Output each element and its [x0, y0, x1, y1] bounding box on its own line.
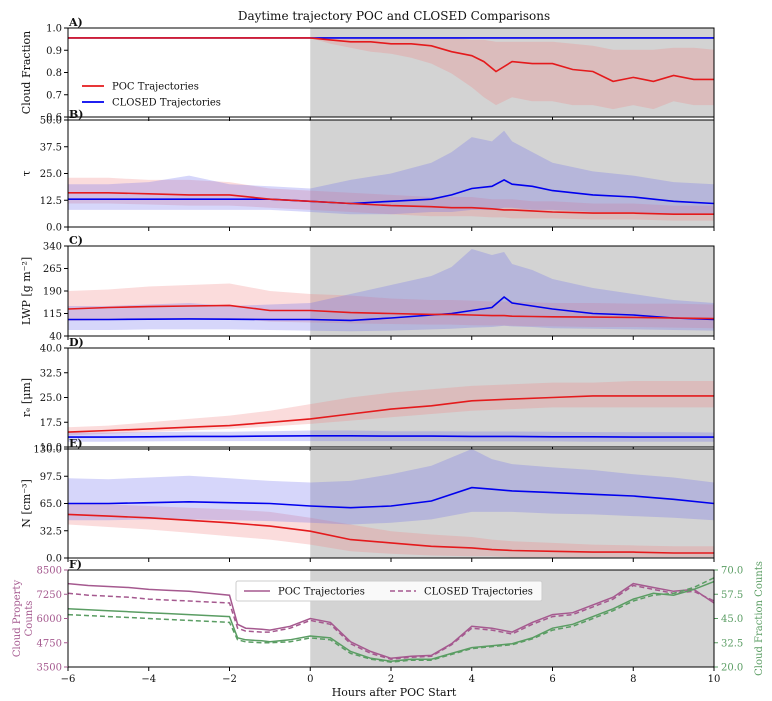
series-line [68, 435, 714, 438]
y-axis-label: LWP [g m⁻²] [20, 257, 33, 325]
series-line [68, 295, 715, 322]
y-tick-label: 8500 [37, 566, 62, 577]
y-tick-label: 1.0 [46, 24, 62, 35]
x-tick-label: −4 [141, 674, 156, 685]
y-tick-label: 25.0 [40, 169, 62, 180]
legend-label-poc: POC Trajectories [112, 82, 199, 93]
y-tick-label: 0.7 [46, 90, 62, 101]
spread-band [68, 177, 714, 221]
series-line [67, 580, 715, 662]
y-tick-label: 4750 [37, 638, 62, 649]
legend-bottom: POC Trajectories CLOSED Trajectories [235, 580, 543, 602]
y-tick-label: 340 [43, 242, 62, 253]
y-tick-label: 97.5 [40, 472, 62, 483]
series-line [67, 395, 714, 433]
legend-top: POC Trajectories CLOSED Trajectories [82, 82, 221, 109]
y-tick-label: 32.5 [40, 368, 62, 379]
y-tick-label: 115 [43, 309, 62, 320]
panel-label: A) [68, 16, 83, 29]
y-tick-label: 12.5 [40, 196, 62, 207]
y-axis-label: N [cm⁻³] [20, 479, 33, 528]
y-tick-label: 0.6 [46, 113, 62, 124]
y-tick-label: 17.5 [40, 418, 62, 429]
y-tick-label-right: 70.0 [721, 566, 743, 577]
post-start-shade [310, 246, 714, 336]
x-tick-label: 0 [307, 674, 313, 685]
panel-label: E) [69, 437, 83, 450]
series-line [67, 584, 715, 660]
series-line [68, 178, 715, 205]
spread-band [68, 130, 714, 215]
legend-label-closed: CLOSED Trajectories [112, 98, 221, 109]
y-tick-label: 190 [43, 287, 62, 298]
post-start-shade [310, 348, 714, 447]
legend-label-poc: POC Trajectories [278, 587, 365, 598]
y-tick-label: 6000 [37, 614, 62, 625]
series-line [67, 513, 714, 554]
panel-label: D) [69, 336, 84, 349]
series-line [68, 192, 714, 215]
panel-b: 0.0 12.5 25.0 37.5 50.0 B) τ [20, 108, 715, 234]
y-tick-label-right: 20.0 [721, 663, 743, 674]
y-tick-label: 3500 [37, 663, 62, 674]
x-tick-label: 6 [549, 674, 555, 685]
y-tick-label: 40.0 [40, 344, 62, 355]
panel-a: 0.6 0.7 0.8 0.9 1.0 A) Cloud Fraction [20, 16, 715, 124]
legend-label-closed: CLOSED Trajectories [424, 587, 533, 598]
panel-e: 0.0 32.5 65.0 97.5 130.0 E) N [cm⁻³] [20, 437, 715, 565]
panel-label: F) [69, 558, 82, 571]
y-tick-label-right: 32.5 [721, 638, 743, 649]
x-tick-label: −2 [222, 674, 237, 685]
y-axis-label: τ [20, 170, 33, 176]
x-axis-label: Hours after POC Start [332, 686, 457, 699]
y-tick-label: 25.0 [40, 393, 62, 404]
panel-label: B) [69, 108, 84, 121]
y-tick-label: 130.0 [33, 445, 62, 456]
spread-band [68, 503, 714, 558]
x-tick-label: −6 [61, 674, 76, 685]
spread-band [68, 449, 714, 525]
y-tick-label: 0.0 [46, 223, 62, 234]
y-tick-label: 65.0 [40, 499, 62, 510]
y-tick-label: 10.0 [40, 443, 62, 454]
y-tick-label-right: 45.0 [721, 614, 743, 625]
y-tick-label: 7250 [37, 590, 62, 601]
y-tick-label: 0.9 [46, 46, 62, 57]
y-tick-label-right: 57.5 [721, 590, 743, 601]
legend-box [235, 580, 543, 602]
post-start-shade [310, 449, 714, 558]
series-line [67, 582, 715, 660]
spread-band [68, 249, 714, 332]
panel-f: 20.0 32.5 45.0 57.5 70.0 Cloud Fraction Count… [12, 558, 765, 685]
y-tick-label: 0.0 [46, 554, 62, 565]
figure-title: Daytime trajectory POC and CLOSED Compar… [238, 9, 550, 23]
y-tick-label: 50.0 [40, 116, 62, 127]
y-tick-label: 265 [43, 264, 62, 275]
panel-d: 10.0 17.5 25.0 32.5 40.0 D) rₑ [μm] [20, 336, 715, 454]
panel-label: C) [69, 234, 83, 247]
y-axis-label: rₑ [μm] [20, 378, 33, 417]
y-axis-label: Cloud PropertyCounts [12, 580, 35, 658]
y-tick-label: 32.5 [40, 526, 62, 537]
x-tick-label: 4 [469, 674, 475, 685]
panels: 0.60.70.80.91.0 A)Cloud Fraction0.012.525… [12, 16, 765, 685]
x-tick-label: 10 [708, 674, 721, 685]
series-line [67, 577, 715, 663]
spread-band [68, 381, 714, 436]
panel-c: 40 115 190 265 340 C) LWP [g m⁻²] [20, 234, 715, 343]
spread-band [68, 37, 714, 110]
series-line [67, 304, 715, 320]
series-line [68, 37, 714, 83]
series-line [68, 486, 715, 509]
y-axis-label: Cloud Fraction [20, 31, 33, 114]
y-tick-label: 0.8 [46, 68, 62, 79]
y-tick-label: 37.5 [40, 142, 62, 153]
x-tick-label: 8 [630, 674, 636, 685]
x-tick-label: 2 [388, 674, 394, 685]
y-axis-label-right: Cloud Fraction Counts [754, 561, 765, 676]
y-tick-label: 40 [49, 332, 62, 343]
